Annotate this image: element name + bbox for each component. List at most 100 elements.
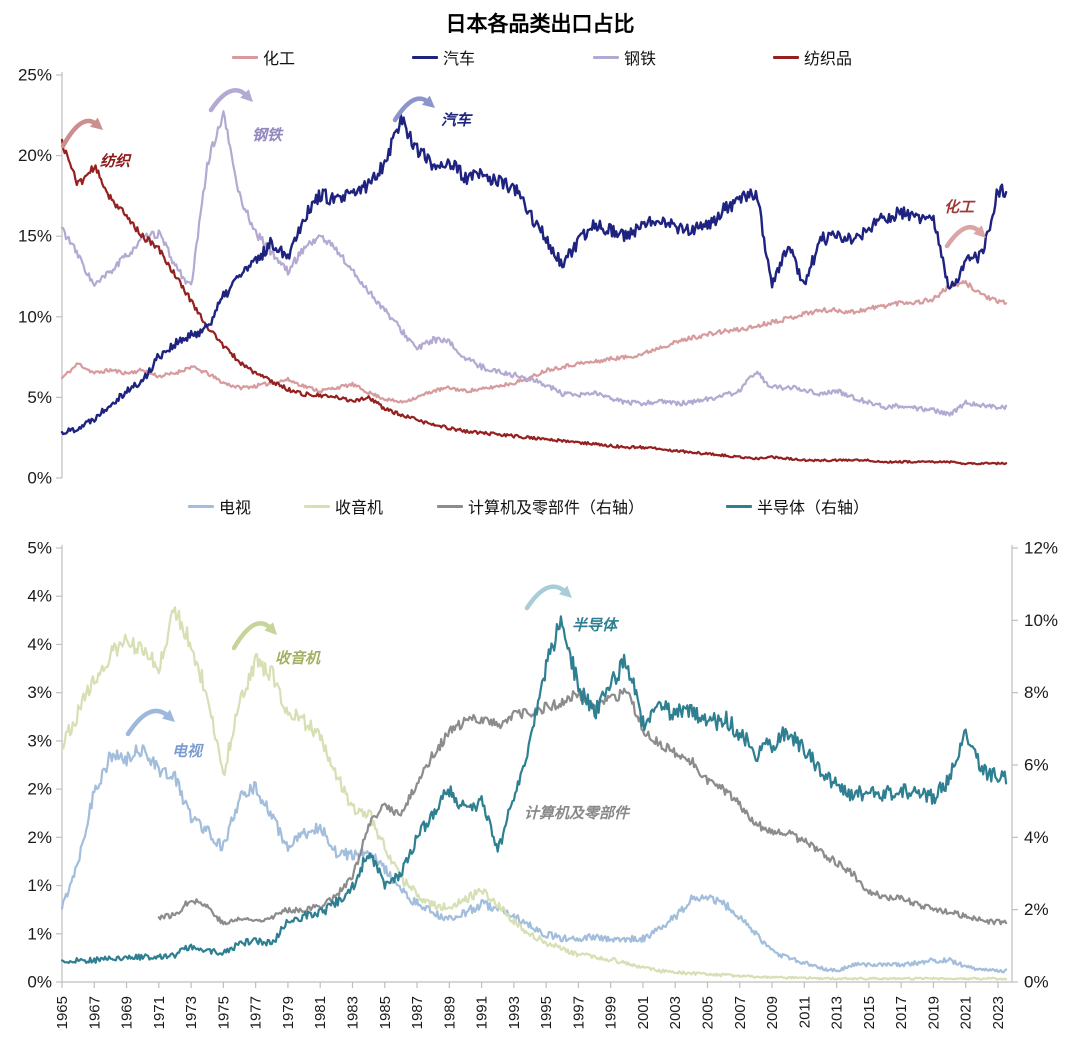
annotation-bottom-1: 收音机	[275, 649, 321, 667]
legend-item-radio: 收音机	[304, 496, 384, 517]
top-y-label: 15%	[18, 227, 52, 246]
x-axis-label: 2013	[829, 996, 846, 1029]
x-axis-label: 1975	[215, 996, 232, 1029]
legend-label-autos: 汽车	[443, 51, 476, 68]
legend-label-steel: 钢铁	[624, 51, 657, 68]
bottom-y-left-label: 1%	[27, 876, 52, 895]
x-axis-label: 1967	[86, 996, 103, 1029]
top-y-label: 20%	[18, 146, 52, 165]
x-axis-label: 2005	[700, 996, 717, 1029]
x-axis-label: 1981	[312, 996, 329, 1029]
annotation-bottom-3: 计算机及零部件	[524, 804, 631, 822]
x-axis-label: 1977	[248, 996, 265, 1029]
bottom-y-left-label: 3%	[27, 731, 52, 750]
x-axis-label: 2019	[925, 996, 942, 1029]
legend-swatch-radio	[304, 504, 330, 508]
legend-item-computers: 计算机及零部件（右轴）	[437, 496, 645, 517]
legend-swatch-chemicals	[232, 55, 258, 59]
series-line-chemicals	[60, 280, 1008, 404]
legend-swatch-steel	[593, 55, 619, 59]
arrowhead-icon	[422, 95, 435, 108]
x-axis-label: 1995	[538, 996, 555, 1029]
series-line-textiles	[60, 138, 1008, 466]
annotation-top-3: 化工	[944, 199, 976, 216]
bottom-y-left-label: 3%	[27, 683, 52, 702]
x-axis-label: 2011	[796, 996, 813, 1028]
x-axis-label: 1983	[344, 996, 361, 1029]
x-axis-label: 1989	[441, 996, 458, 1029]
top-y-label: 25%	[18, 66, 52, 85]
arrowhead-icon	[973, 225, 986, 238]
legend-item-chemicals: 化工	[232, 47, 296, 68]
x-axis-label: 2015	[861, 996, 878, 1029]
x-axis-label: 2023	[990, 996, 1007, 1029]
legend-label-semiconductors: 半导体（右轴）	[757, 500, 870, 517]
x-axis-label: 1991	[474, 996, 491, 1029]
bottom-y-right-label: 0%	[1024, 973, 1049, 992]
legend-top: 化工 汽车 钢铁 纺织品	[0, 47, 1080, 69]
x-axis-label: 2001	[635, 996, 652, 1029]
annotation-top-0: 纺织	[100, 153, 132, 170]
bottom-y-right-label: 2%	[1024, 900, 1049, 919]
legend-bottom: 电视 收音机 计算机及零部件（右轴） 半导体（右轴）	[0, 496, 1080, 518]
x-axis-label: 1987	[409, 996, 426, 1029]
x-axis-label: 1971	[151, 996, 168, 1029]
x-axis-label: 1979	[280, 996, 297, 1029]
curved-arrow-icon	[524, 584, 568, 611]
legend-item-tv: 电视	[188, 496, 251, 517]
bottom-y-left-label: 2%	[27, 780, 52, 799]
bottom-y-left-label: 4%	[27, 587, 52, 606]
annotation-bottom-2: 半导体	[572, 617, 620, 634]
bottom-y-left-label: 2%	[27, 828, 52, 847]
legend-swatch-tv	[188, 504, 214, 508]
x-axis-label: 1985	[377, 996, 394, 1029]
annotation-top-1: 钢铁	[252, 127, 284, 144]
legend-label-computers: 计算机及零部件（右轴）	[468, 500, 645, 517]
curved-arrow-icon	[208, 88, 249, 113]
bottom-y-left-label: 1%	[27, 924, 52, 943]
x-axis-label: 1969	[119, 996, 136, 1029]
x-axis-label: 1999	[603, 996, 620, 1029]
curved-arrow-icon	[125, 708, 171, 737]
bottom-y-left-label: 4%	[27, 635, 52, 654]
legend-label-radio: 收音机	[335, 500, 384, 517]
page-title: 日本各品类出口占比	[445, 13, 635, 36]
legend-label-chemicals: 化工	[263, 51, 296, 68]
legend-label-textiles: 纺织品	[804, 51, 853, 68]
series-line-tv	[60, 744, 1008, 974]
x-axis-label: 1993	[506, 996, 523, 1029]
legend-swatch-autos	[412, 55, 438, 59]
legend-swatch-semiconductors	[726, 504, 752, 508]
arrowhead-icon	[240, 89, 253, 102]
annotation-bottom-0: 电视	[172, 743, 204, 760]
x-axis-label: 1973	[183, 996, 200, 1029]
bottom-y-right-label: 6%	[1024, 756, 1049, 775]
arrowhead-icon	[264, 622, 277, 635]
bottom-y-left-label: 5%	[27, 539, 52, 558]
series-line-radio	[60, 606, 1008, 981]
top-y-label: 10%	[18, 307, 52, 326]
x-axis-label: 2017	[893, 996, 910, 1029]
bottom-y-right-label: 10%	[1024, 611, 1058, 630]
legend-item-textiles: 纺织品	[773, 47, 853, 68]
series-line-semiconductors	[60, 615, 1008, 965]
top-y-label: 5%	[27, 388, 52, 407]
x-axis-label: 2021	[958, 996, 975, 1029]
bottom-y-right-label: 12%	[1024, 539, 1058, 558]
legend-swatch-computers	[437, 504, 463, 508]
legend-swatch-textiles	[773, 55, 799, 59]
x-axis-label: 1965	[54, 996, 71, 1029]
annotation-top-2: 汽车	[441, 111, 473, 129]
x-axis-label: 1997	[570, 996, 587, 1029]
legend-item-semiconductors: 半导体（右轴）	[726, 496, 870, 517]
bottom-y-right-label: 4%	[1024, 828, 1049, 847]
bottom-y-left-label: 0%	[27, 973, 52, 992]
arrowhead-icon	[90, 117, 103, 130]
bottom-y-right-label: 8%	[1024, 683, 1049, 702]
x-axis-label: 2003	[667, 996, 684, 1029]
x-axis-label: 2007	[732, 996, 749, 1029]
curved-arrow-icon	[944, 225, 982, 249]
legend-item-autos: 汽车	[412, 47, 476, 68]
